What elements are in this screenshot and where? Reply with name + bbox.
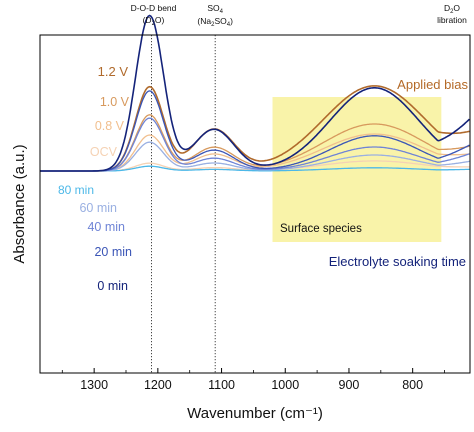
- plot-frame: [39, 34, 471, 374]
- electrolyte-soaking-time-label: Electrolyte soaking time: [329, 254, 466, 269]
- d2o-libration-label: D2O: [444, 3, 460, 15]
- x-tick-label-800: 800: [402, 378, 423, 392]
- series-label-20-min: 20 min: [94, 245, 132, 259]
- surface-species-label: Surface species: [280, 223, 362, 235]
- series-line-20-min: [40, 90, 470, 172]
- x-tick-label-1200: 1200: [144, 378, 172, 392]
- series-label-0.8-v: 0.8 V: [95, 119, 125, 133]
- dod-bend-label: D-O-D bend: [131, 3, 177, 13]
- x-tick-label-900: 900: [339, 378, 360, 392]
- x-tick-label-1300: 1300: [80, 378, 108, 392]
- x-tick-label-1100: 1100: [208, 378, 235, 392]
- applied-bias-label: Applied bias: [397, 77, 468, 92]
- series-label-1.0-v: 1.0 V: [100, 95, 130, 109]
- so4-label: SO4: [207, 3, 223, 15]
- series-label-1.2-v: 1.2 V: [98, 64, 129, 79]
- series-line-0-min: [40, 14, 470, 172]
- surface-species-highlight: [272, 97, 442, 242]
- y-axis-label: Absorbance (a.u.): [11, 144, 28, 263]
- series-label-ocv: OCV: [90, 145, 118, 159]
- libration-sub-label: libration: [437, 15, 467, 25]
- series-label-80-min: 80 min: [58, 183, 94, 197]
- na2so4-label: (Na2SO4): [197, 16, 233, 28]
- x-axis-label: Wavenumber (cm⁻¹): [187, 405, 323, 422]
- series-label-60-min: 60 min: [79, 201, 117, 215]
- d2o-sub-label: (D2O): [143, 15, 165, 27]
- series-label-0-min: 0 min: [97, 279, 128, 293]
- series-label-40-min: 40 min: [87, 220, 125, 234]
- x-tick-label-1000: 1000: [271, 378, 299, 392]
